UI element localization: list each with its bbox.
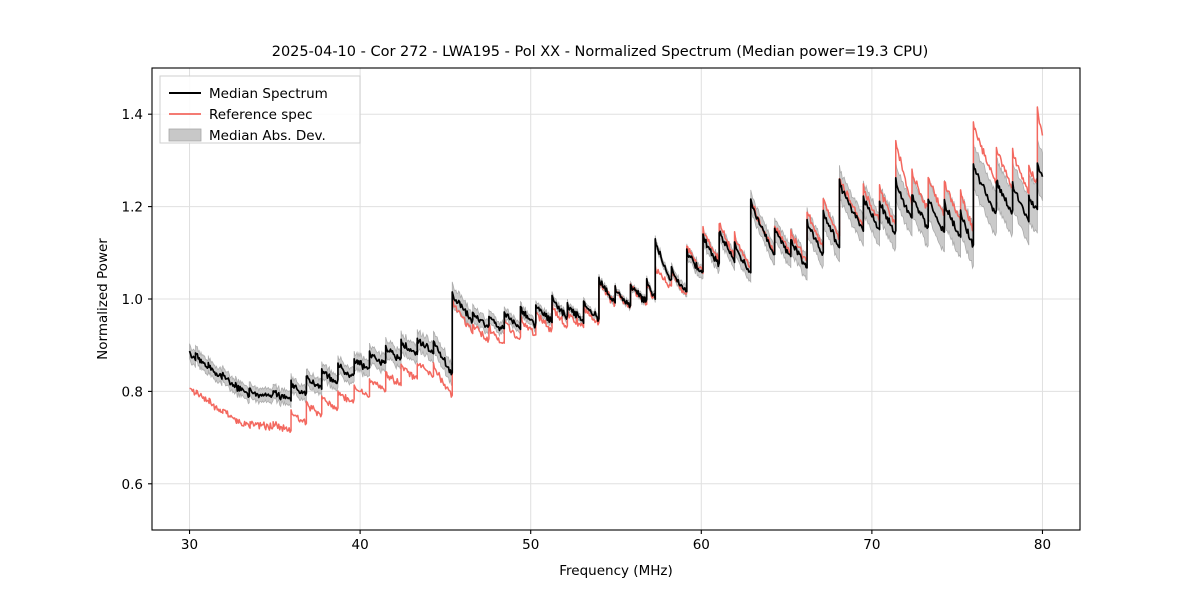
y-axis-label: Normalized Power [95, 238, 111, 360]
legend-label: Reference spec [209, 107, 313, 123]
y-tick-label: 1.2 [122, 200, 143, 216]
axis-ticks: 30 40 50 60 70 80 0.6 0.8 1.0 1.2 1.4 [122, 107, 1052, 553]
x-tick-label: 70 [863, 537, 880, 553]
x-axis-label: Frequency (MHz) [559, 563, 672, 579]
x-tick-label: 60 [693, 537, 710, 553]
x-tick-label: 50 [522, 537, 539, 553]
x-tick-label: 30 [181, 537, 198, 553]
legend-label: Median Spectrum [209, 86, 328, 102]
legend-swatch-band [168, 128, 202, 142]
y-tick-label: 1.4 [122, 107, 143, 123]
chart-legend: Median Spectrum Reference spec Median Abs.… [159, 75, 361, 144]
x-tick-label: 80 [1034, 537, 1051, 553]
y-tick-label: 0.8 [122, 384, 143, 400]
median-spectrum-line [188, 162, 1044, 402]
y-tick-label: 1.0 [122, 292, 143, 308]
x-tick-label: 40 [352, 537, 369, 553]
data-layer [188, 106, 1044, 434]
legend-label: Median Abs. Dev. [209, 128, 326, 144]
y-tick-label: 0.6 [122, 477, 143, 493]
chart-title: 2025-04-10 - Cor 272 - LWA195 - Pol XX -… [271, 44, 929, 60]
